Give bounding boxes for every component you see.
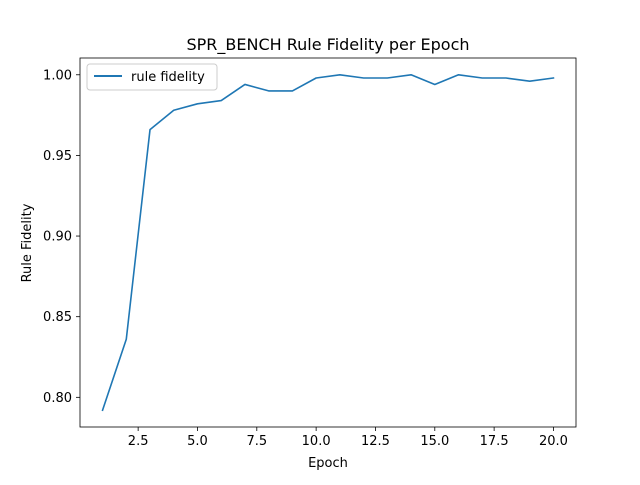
legend-label: rule fidelity — [131, 70, 205, 85]
legend: rule fidelity — [87, 64, 217, 90]
x-tick-label: 5.0 — [187, 434, 208, 449]
y-axis-label: Rule Fidelity — [20, 203, 35, 282]
y-tick-label: 0.85 — [43, 310, 72, 325]
x-tick-label: 15.0 — [420, 434, 449, 449]
x-tick-label: 12.5 — [361, 434, 390, 449]
y-tick-label: 1.00 — [43, 68, 72, 83]
x-tick-label: 10.0 — [302, 434, 331, 449]
x-tick-label: 7.5 — [246, 434, 267, 449]
y-tick-label: 0.90 — [43, 230, 72, 245]
x-tick-label: 17.5 — [480, 434, 509, 449]
x-tick-label: 2.5 — [128, 434, 149, 449]
y-tick-label: 0.95 — [43, 149, 72, 164]
y-tick-label: 0.80 — [43, 391, 72, 406]
chart-title: SPR_BENCH Rule Fidelity per Epoch — [186, 35, 469, 55]
x-axis-label: Epoch — [308, 456, 348, 471]
x-tick-label: 20.0 — [539, 434, 568, 449]
